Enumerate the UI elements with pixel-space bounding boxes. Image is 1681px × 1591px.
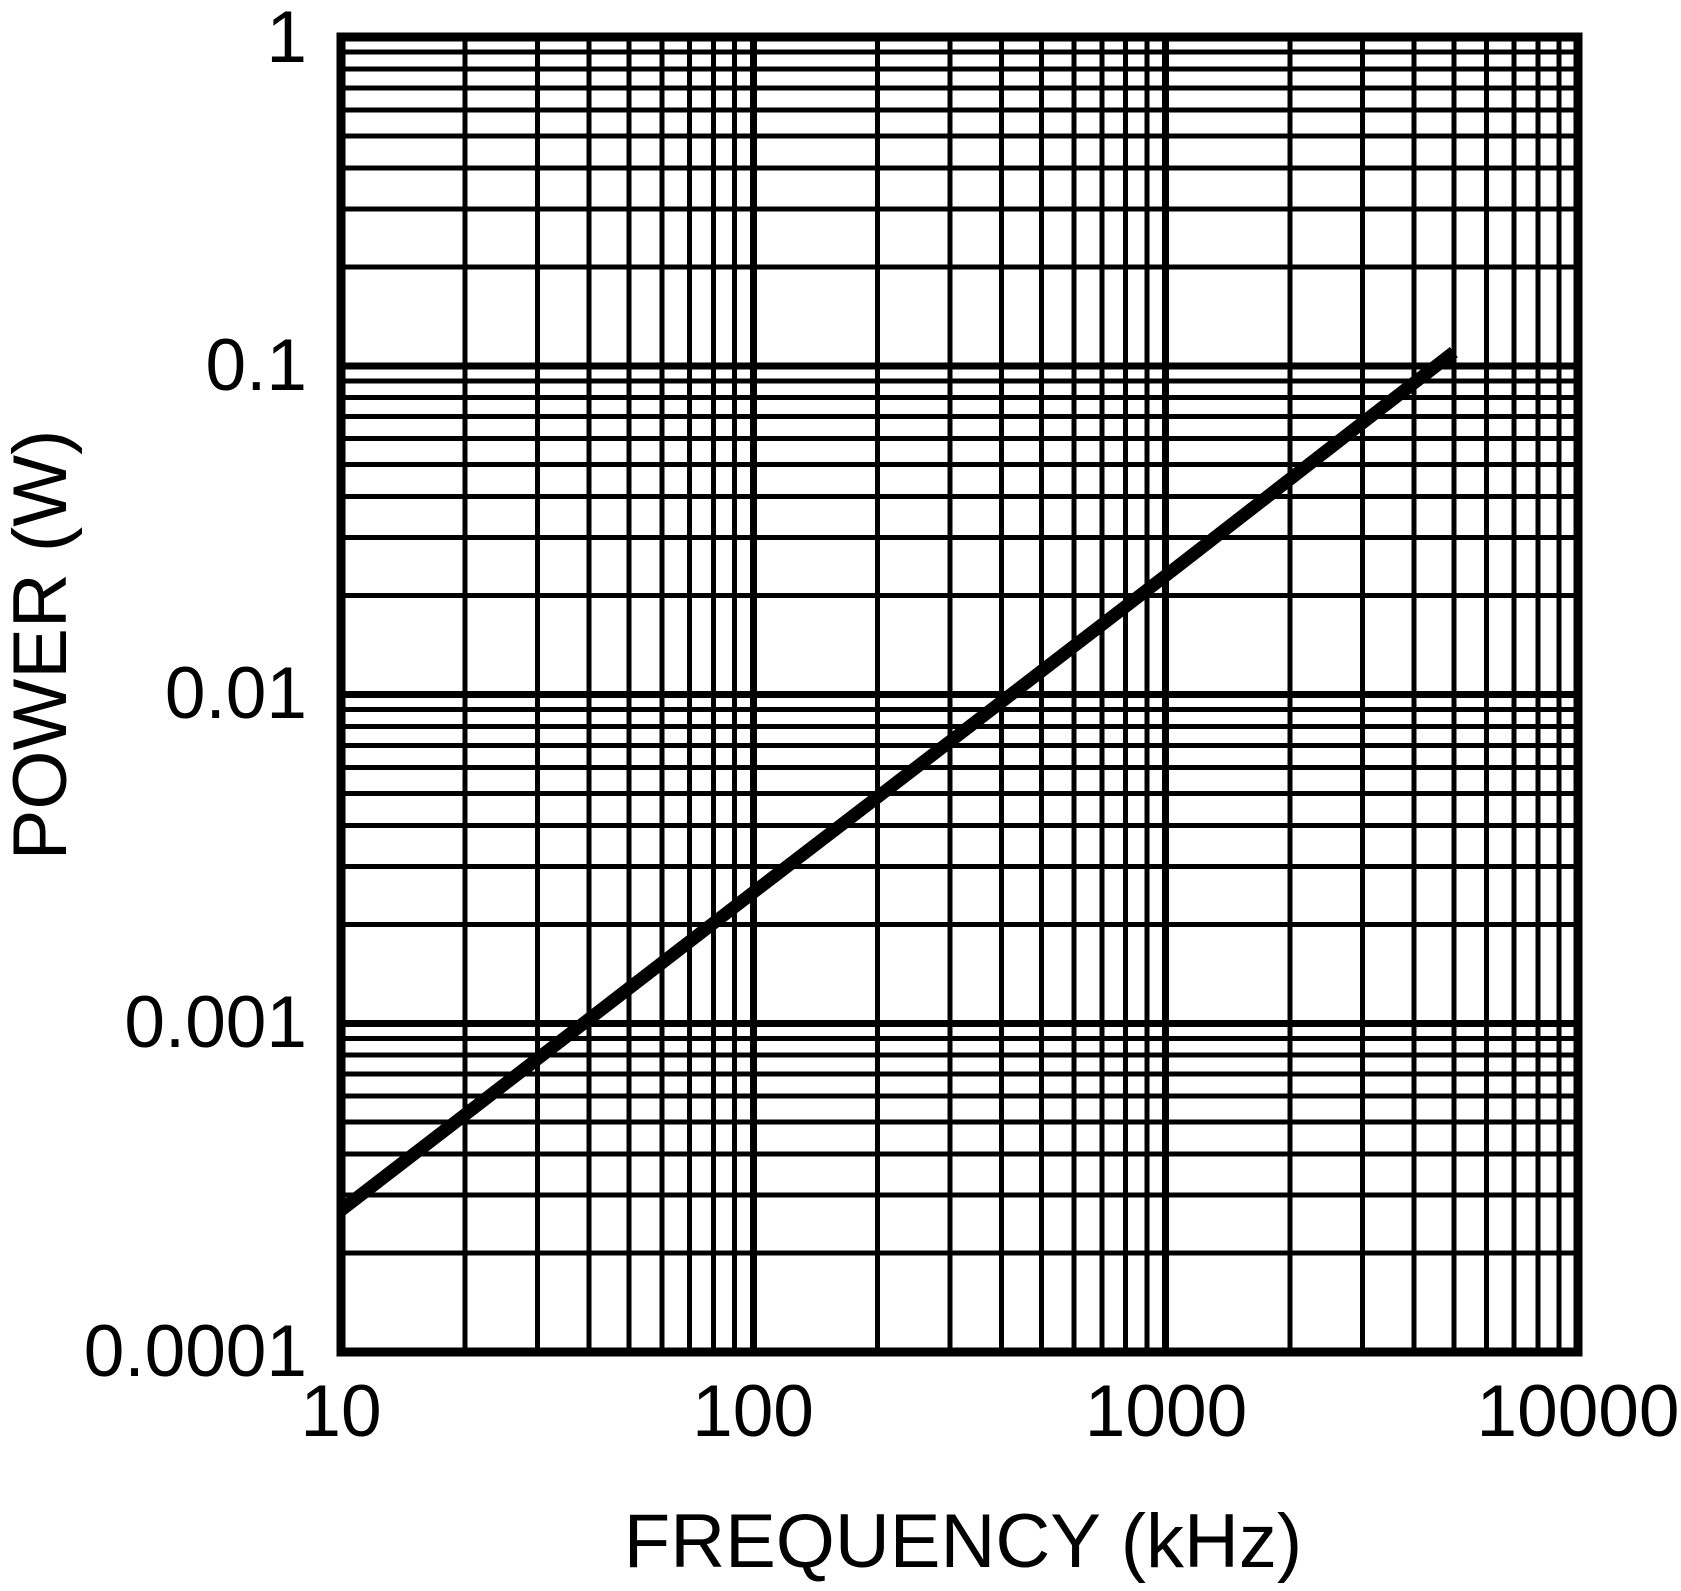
y-tick-label-0.001: 0.001: [124, 982, 307, 1063]
y-tick-label-0.01: 0.01: [164, 653, 307, 734]
plot-area: [336, 32, 1583, 1357]
x-tick-label-1000: 1000: [1084, 1371, 1248, 1452]
x-tick-label-100: 100: [692, 1371, 814, 1452]
y-tick-label-0.0001: 0.0001: [83, 1311, 307, 1392]
y-axis-title: POWER (W): [0, 429, 83, 861]
y-tick-label-0.1: 0.1: [205, 325, 307, 406]
x-tick-label-10000: 10000: [1476, 1371, 1680, 1452]
series-power-vs-frequency: [337, 346, 1458, 1216]
x-tick-label-10: 10: [300, 1371, 382, 1452]
y-tick-label-1: 1: [266, 0, 307, 78]
x-axis-title: FREQUENCY (kHz): [623, 1499, 1303, 1584]
